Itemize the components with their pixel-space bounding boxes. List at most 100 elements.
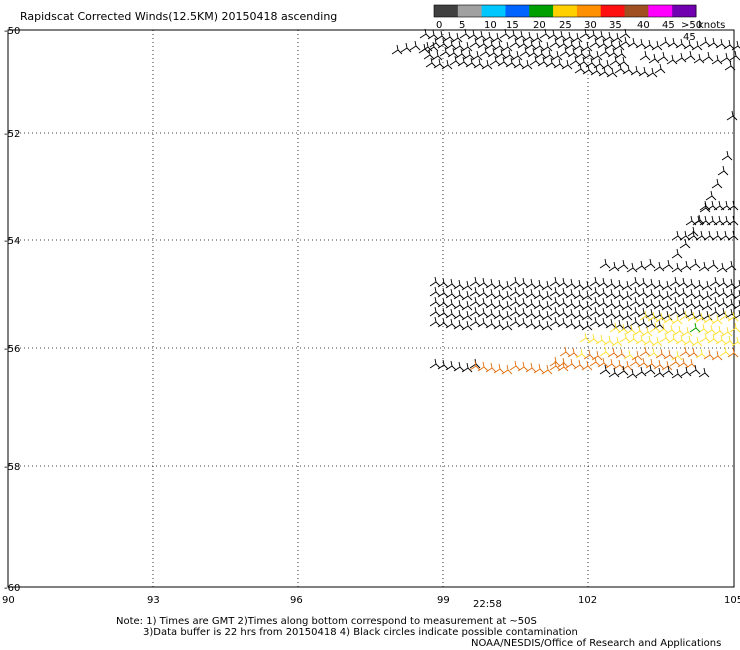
wind-barb <box>493 309 505 320</box>
wind-barb <box>507 29 519 40</box>
wind-barb <box>699 36 711 47</box>
wind-barb <box>725 260 737 271</box>
wind-barb <box>725 308 737 319</box>
wind-barb <box>693 309 705 320</box>
wind-barb <box>685 278 697 289</box>
lat-tick-label: -58 <box>4 462 20 473</box>
wind-barb <box>485 362 497 373</box>
wind-barb <box>619 36 631 47</box>
wind-barb <box>679 346 691 357</box>
wind-barb <box>637 357 649 368</box>
wind-barb <box>733 279 740 290</box>
wind-barb <box>447 47 459 58</box>
wind-barb <box>641 326 653 337</box>
wind-barb <box>597 357 609 368</box>
wind-barb <box>717 307 729 318</box>
wind-barb <box>645 308 657 319</box>
wind-barb <box>689 258 701 269</box>
wind-barb <box>555 30 567 41</box>
wind-barb <box>687 230 699 241</box>
wind-barb <box>666 54 678 65</box>
wind-barb <box>455 48 467 59</box>
wind-barb <box>443 31 455 42</box>
wind-barb <box>437 297 449 308</box>
wind-barb <box>493 299 505 310</box>
wind-barb <box>637 317 649 328</box>
wind-barb <box>657 323 669 334</box>
wind-barb <box>599 46 611 57</box>
wind-barb <box>503 49 515 60</box>
wind-barb <box>677 307 689 318</box>
wind-barb <box>445 360 457 371</box>
wind-barb <box>509 306 521 317</box>
wind-barb <box>691 336 703 347</box>
wind-barb <box>467 29 479 40</box>
wind-barb <box>573 40 585 51</box>
wind-barb <box>501 320 513 331</box>
wind-barb <box>493 40 505 51</box>
wind-barb <box>693 289 705 300</box>
wind-barb <box>653 309 665 320</box>
wind-barb <box>597 287 609 298</box>
wind-barb <box>529 55 541 66</box>
wind-barb <box>619 332 631 343</box>
wind-barb <box>703 230 715 241</box>
wind-barb <box>525 298 537 309</box>
wind-barb <box>653 299 665 310</box>
wind-barb <box>629 316 641 327</box>
wind-barb <box>599 364 611 375</box>
wind-barb <box>461 310 473 321</box>
wind-barb <box>645 318 657 329</box>
wind-barb <box>638 66 650 77</box>
wind-barb <box>437 359 449 370</box>
legend-swatch <box>624 5 649 17</box>
wind-barb <box>533 319 545 330</box>
wind-barbs <box>391 28 740 379</box>
lon-tick-label: 105 <box>724 595 740 606</box>
wind-barb <box>661 290 673 301</box>
wind-barb <box>469 360 481 371</box>
wind-barb <box>531 32 543 43</box>
wind-barb <box>623 349 635 360</box>
wind-barb <box>719 346 731 357</box>
wind-barb <box>497 56 509 67</box>
wind-barb <box>677 357 689 368</box>
wind-barb <box>409 40 421 51</box>
wind-barb <box>625 324 637 335</box>
wind-barb <box>573 299 585 310</box>
wind-barb <box>581 320 593 331</box>
wind-barb <box>605 308 617 319</box>
wind-barb <box>691 40 703 51</box>
lat-lon-grid <box>8 30 734 587</box>
wind-barb <box>501 280 513 291</box>
wind-barb <box>683 335 695 346</box>
legend-swatch <box>434 5 459 17</box>
wind-barb <box>559 46 571 57</box>
wind-barb <box>557 38 569 49</box>
wind-barb <box>605 39 617 50</box>
wind-barb <box>671 262 683 273</box>
wind-barb <box>727 311 739 322</box>
wind-barb <box>679 310 691 321</box>
wind-barb <box>687 311 699 322</box>
wind-barb <box>667 37 679 48</box>
wind-barb <box>590 65 602 76</box>
wind-barb <box>627 37 639 48</box>
wind-barb <box>400 42 412 53</box>
wind-barb <box>711 54 723 65</box>
legend-swatch <box>648 5 673 17</box>
wind-barb <box>589 286 601 297</box>
wind-barb <box>475 30 487 41</box>
wind-barb <box>527 47 539 58</box>
wind-barb <box>671 230 683 241</box>
legend-swatch <box>529 5 554 17</box>
wind-barb <box>581 41 593 52</box>
wind-barb <box>659 332 671 343</box>
wind-barb <box>639 346 651 357</box>
wind-barb <box>565 39 577 50</box>
wind-barb <box>489 55 501 66</box>
note-line-1: Note: 1) Times are GMT 2)Times along bot… <box>116 616 537 627</box>
wind-barb <box>581 310 593 321</box>
wind-barb <box>561 59 573 70</box>
wind-barb <box>669 296 681 307</box>
